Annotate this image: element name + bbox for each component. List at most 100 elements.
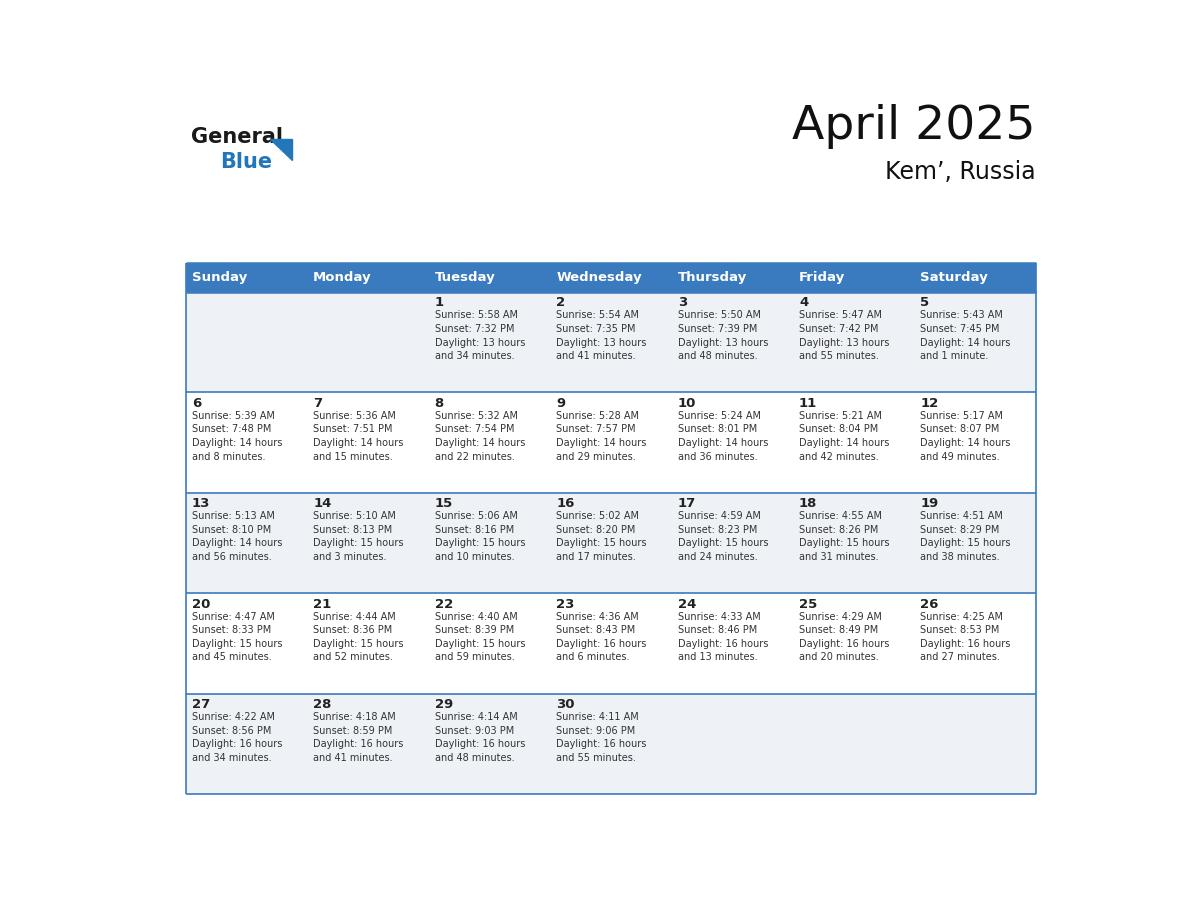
Bar	[671, 392, 792, 493]
Text: Monday: Monday	[314, 271, 372, 284]
Bar	[915, 292, 1036, 392]
Text: 27: 27	[191, 698, 210, 711]
Bar	[792, 593, 915, 693]
Bar	[550, 593, 671, 693]
Text: 2: 2	[556, 297, 565, 309]
Bar	[550, 392, 671, 493]
Text: Sunrise: 5:06 AM
Sunset: 8:16 PM
Daylight: 15 hours
and 10 minutes.: Sunrise: 5:06 AM Sunset: 8:16 PM Dayligh…	[435, 511, 525, 562]
Text: 15: 15	[435, 498, 453, 510]
Text: Sunrise: 5:13 AM
Sunset: 8:10 PM
Daylight: 14 hours
and 56 minutes.: Sunrise: 5:13 AM Sunset: 8:10 PM Dayligh…	[191, 511, 282, 562]
Text: 19: 19	[921, 498, 939, 510]
Text: Sunrise: 5:21 AM
Sunset: 8:04 PM
Daylight: 14 hours
and 42 minutes.: Sunrise: 5:21 AM Sunset: 8:04 PM Dayligh…	[800, 410, 890, 462]
Text: Sunrise: 4:51 AM
Sunset: 8:29 PM
Daylight: 15 hours
and 38 minutes.: Sunrise: 4:51 AM Sunset: 8:29 PM Dayligh…	[921, 511, 1011, 562]
Text: Sunrise: 4:25 AM
Sunset: 8:53 PM
Daylight: 16 hours
and 27 minutes.: Sunrise: 4:25 AM Sunset: 8:53 PM Dayligh…	[921, 611, 1011, 663]
Text: Sunrise: 4:29 AM
Sunset: 8:49 PM
Daylight: 16 hours
and 20 minutes.: Sunrise: 4:29 AM Sunset: 8:49 PM Dayligh…	[800, 611, 890, 663]
Text: Sunrise: 5:58 AM
Sunset: 7:32 PM
Daylight: 13 hours
and 34 minutes.: Sunrise: 5:58 AM Sunset: 7:32 PM Dayligh…	[435, 310, 525, 361]
Text: 7: 7	[314, 397, 322, 410]
Bar	[308, 292, 429, 392]
Text: Sunrise: 5:54 AM
Sunset: 7:35 PM
Daylight: 13 hours
and 41 minutes.: Sunrise: 5:54 AM Sunset: 7:35 PM Dayligh…	[556, 310, 646, 361]
Bar	[429, 493, 550, 593]
Text: Sunrise: 4:47 AM
Sunset: 8:33 PM
Daylight: 15 hours
and 45 minutes.: Sunrise: 4:47 AM Sunset: 8:33 PM Dayligh…	[191, 611, 283, 663]
Bar	[185, 292, 308, 392]
Bar	[671, 593, 792, 693]
Text: Wednesday: Wednesday	[556, 271, 642, 284]
Text: Sunrise: 5:47 AM
Sunset: 7:42 PM
Daylight: 13 hours
and 55 minutes.: Sunrise: 5:47 AM Sunset: 7:42 PM Dayligh…	[800, 310, 890, 361]
Text: 28: 28	[314, 698, 331, 711]
Bar	[185, 693, 308, 794]
Text: 10: 10	[677, 397, 696, 410]
Text: 4: 4	[800, 297, 808, 309]
Text: 25: 25	[800, 598, 817, 610]
Polygon shape	[270, 139, 292, 161]
Bar	[792, 292, 915, 392]
Text: Sunrise: 4:33 AM
Sunset: 8:46 PM
Daylight: 16 hours
and 13 minutes.: Sunrise: 4:33 AM Sunset: 8:46 PM Dayligh…	[677, 611, 767, 663]
Text: 3: 3	[677, 297, 687, 309]
Text: Blue: Blue	[221, 151, 273, 172]
Bar	[915, 593, 1036, 693]
Bar	[429, 263, 550, 292]
Text: Sunrise: 5:28 AM
Sunset: 7:57 PM
Daylight: 14 hours
and 29 minutes.: Sunrise: 5:28 AM Sunset: 7:57 PM Dayligh…	[556, 410, 646, 462]
Bar	[792, 263, 915, 292]
Text: Sunrise: 4:55 AM
Sunset: 8:26 PM
Daylight: 15 hours
and 31 minutes.: Sunrise: 4:55 AM Sunset: 8:26 PM Dayligh…	[800, 511, 890, 562]
Bar	[308, 593, 429, 693]
Bar	[550, 263, 671, 292]
Text: 16: 16	[556, 498, 575, 510]
Text: April 2025: April 2025	[792, 105, 1036, 150]
Bar	[429, 392, 550, 493]
Text: 23: 23	[556, 598, 575, 610]
Bar	[792, 493, 915, 593]
Bar	[185, 493, 308, 593]
Text: 14: 14	[314, 498, 331, 510]
Bar	[671, 493, 792, 593]
Bar	[671, 693, 792, 794]
Text: Sunrise: 4:11 AM
Sunset: 9:06 PM
Daylight: 16 hours
and 55 minutes.: Sunrise: 4:11 AM Sunset: 9:06 PM Dayligh…	[556, 712, 646, 763]
Text: Sunrise: 5:02 AM
Sunset: 8:20 PM
Daylight: 15 hours
and 17 minutes.: Sunrise: 5:02 AM Sunset: 8:20 PM Dayligh…	[556, 511, 646, 562]
Bar	[308, 263, 429, 292]
Text: Sunrise: 4:18 AM
Sunset: 8:59 PM
Daylight: 16 hours
and 41 minutes.: Sunrise: 4:18 AM Sunset: 8:59 PM Dayligh…	[314, 712, 404, 763]
Text: 12: 12	[921, 397, 939, 410]
Text: Tuesday: Tuesday	[435, 271, 495, 284]
Bar	[185, 263, 308, 292]
Text: 21: 21	[314, 598, 331, 610]
Text: Sunrise: 5:36 AM
Sunset: 7:51 PM
Daylight: 14 hours
and 15 minutes.: Sunrise: 5:36 AM Sunset: 7:51 PM Dayligh…	[314, 410, 404, 462]
Text: Sunrise: 4:22 AM
Sunset: 8:56 PM
Daylight: 16 hours
and 34 minutes.: Sunrise: 4:22 AM Sunset: 8:56 PM Dayligh…	[191, 712, 282, 763]
Text: 30: 30	[556, 698, 575, 711]
Bar	[792, 392, 915, 493]
Text: Sunrise: 4:36 AM
Sunset: 8:43 PM
Daylight: 16 hours
and 6 minutes.: Sunrise: 4:36 AM Sunset: 8:43 PM Dayligh…	[556, 611, 646, 663]
Text: Sunday: Sunday	[191, 271, 247, 284]
Bar	[915, 263, 1036, 292]
Bar	[915, 392, 1036, 493]
Text: Friday: Friday	[800, 271, 846, 284]
Text: 18: 18	[800, 498, 817, 510]
Text: 20: 20	[191, 598, 210, 610]
Bar	[550, 292, 671, 392]
Text: 11: 11	[800, 397, 817, 410]
Text: Sunrise: 4:40 AM
Sunset: 8:39 PM
Daylight: 15 hours
and 59 minutes.: Sunrise: 4:40 AM Sunset: 8:39 PM Dayligh…	[435, 611, 525, 663]
Text: 9: 9	[556, 397, 565, 410]
Text: Kem’, Russia: Kem’, Russia	[885, 161, 1036, 185]
Text: 24: 24	[677, 598, 696, 610]
Text: General: General	[191, 128, 283, 147]
Text: 13: 13	[191, 498, 210, 510]
Text: Sunrise: 5:50 AM
Sunset: 7:39 PM
Daylight: 13 hours
and 48 minutes.: Sunrise: 5:50 AM Sunset: 7:39 PM Dayligh…	[677, 310, 767, 361]
Text: 29: 29	[435, 698, 453, 711]
Bar	[308, 392, 429, 493]
Text: 17: 17	[677, 498, 696, 510]
Bar	[429, 593, 550, 693]
Bar	[185, 392, 308, 493]
Bar	[550, 693, 671, 794]
Text: 5: 5	[921, 297, 930, 309]
Bar	[671, 263, 792, 292]
Bar	[915, 493, 1036, 593]
Text: Sunrise: 5:17 AM
Sunset: 8:07 PM
Daylight: 14 hours
and 49 minutes.: Sunrise: 5:17 AM Sunset: 8:07 PM Dayligh…	[921, 410, 1011, 462]
Text: Sunrise: 5:39 AM
Sunset: 7:48 PM
Daylight: 14 hours
and 8 minutes.: Sunrise: 5:39 AM Sunset: 7:48 PM Dayligh…	[191, 410, 282, 462]
Text: Sunrise: 5:10 AM
Sunset: 8:13 PM
Daylight: 15 hours
and 3 minutes.: Sunrise: 5:10 AM Sunset: 8:13 PM Dayligh…	[314, 511, 404, 562]
Bar	[308, 693, 429, 794]
Text: Sunrise: 5:32 AM
Sunset: 7:54 PM
Daylight: 14 hours
and 22 minutes.: Sunrise: 5:32 AM Sunset: 7:54 PM Dayligh…	[435, 410, 525, 462]
Text: Sunrise: 4:59 AM
Sunset: 8:23 PM
Daylight: 15 hours
and 24 minutes.: Sunrise: 4:59 AM Sunset: 8:23 PM Dayligh…	[677, 511, 769, 562]
Bar	[185, 593, 308, 693]
Bar	[429, 292, 550, 392]
Text: Sunrise: 4:14 AM
Sunset: 9:03 PM
Daylight: 16 hours
and 48 minutes.: Sunrise: 4:14 AM Sunset: 9:03 PM Dayligh…	[435, 712, 525, 763]
Bar	[550, 493, 671, 593]
Text: Thursday: Thursday	[677, 271, 747, 284]
